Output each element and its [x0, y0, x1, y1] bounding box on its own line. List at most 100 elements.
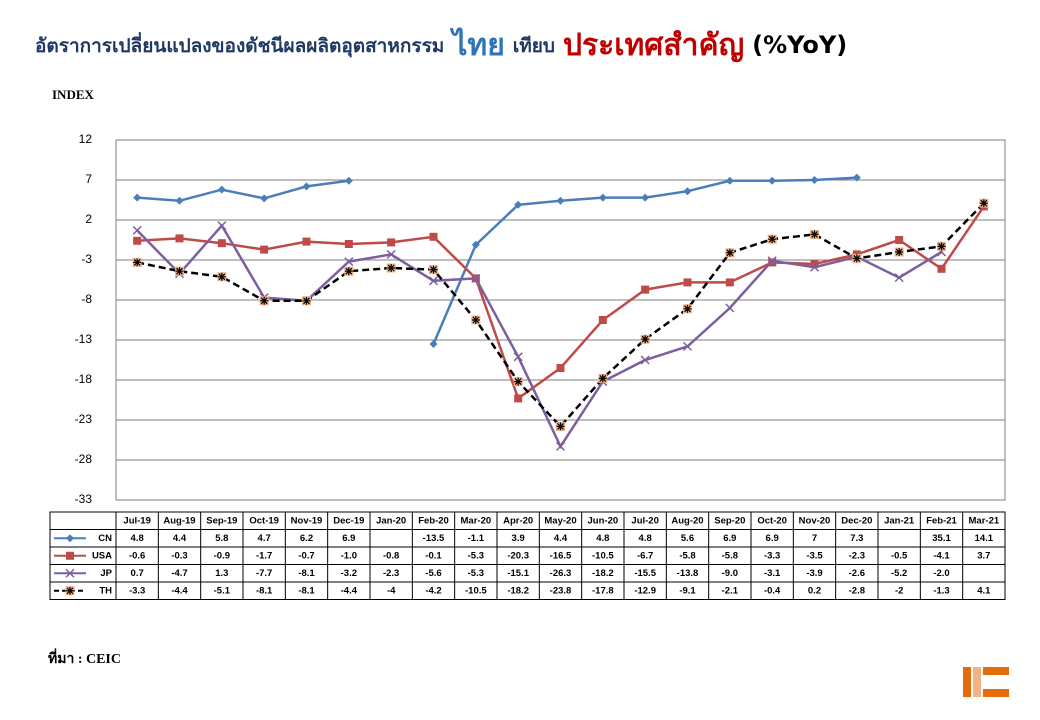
table-value: -5.1 [214, 585, 231, 596]
title-part: อัตราการเปลี่ยนแปลงของดัชนีผลผลิตอุตสาหก… [35, 32, 444, 58]
table-header: Nov-20 [799, 515, 831, 526]
table-value: -13.5 [423, 533, 445, 544]
marker [894, 247, 904, 257]
marker [598, 373, 608, 383]
table-value: -0.9 [214, 550, 230, 561]
table-header: Nov-19 [291, 515, 323, 526]
y-tick-label: 12 [79, 132, 93, 146]
table-header: Feb-21 [926, 515, 957, 526]
title-part: (%YoY) [752, 31, 847, 59]
table-value: 6.2 [300, 533, 313, 544]
marker [302, 237, 311, 246]
marker-star [895, 248, 904, 256]
marker [641, 285, 650, 294]
table-value: 3.7 [977, 550, 990, 561]
table-value: -2.6 [849, 568, 865, 579]
marker [260, 194, 269, 203]
table-value: 6.9 [723, 533, 736, 544]
marker [259, 296, 269, 306]
table-header: Oct-19 [249, 515, 279, 526]
marker [217, 185, 226, 194]
marker [175, 234, 184, 243]
table-value: 1.3 [215, 568, 228, 579]
table-value: -5.3 [468, 568, 484, 579]
marker [65, 568, 75, 578]
table-value: -2.1 [722, 585, 739, 596]
table-value: -4.7 [171, 568, 187, 579]
table-value: -5.8 [722, 550, 738, 561]
marker-star [937, 242, 946, 251]
marker [386, 263, 396, 273]
table-value: -3.3 [129, 585, 145, 596]
marker [217, 221, 227, 231]
marker [980, 119, 988, 127]
marker [132, 257, 142, 267]
table-header: Apr-20 [503, 515, 533, 526]
table-value: -3.1 [764, 568, 781, 579]
table-value: 6.9 [766, 533, 779, 544]
table-value: -4 [387, 585, 396, 596]
table-value: -9.1 [679, 585, 696, 596]
marker [767, 234, 777, 244]
plot-series [132, 119, 989, 451]
table-value: -5.8 [679, 550, 695, 561]
marker [725, 303, 735, 313]
series-line [136, 223, 943, 449]
table-value: -1.0 [341, 550, 357, 561]
marker [852, 173, 861, 182]
marker [640, 334, 650, 344]
table-value: -0.7 [298, 550, 314, 561]
title-part: ประเทศสำคัญ [563, 28, 744, 63]
table-value: -10.5 [592, 550, 614, 561]
marker [344, 176, 353, 185]
marker [598, 193, 607, 202]
marker [386, 249, 396, 259]
marker [302, 296, 311, 306]
table-value: -10.5 [465, 585, 487, 596]
marker [809, 262, 820, 272]
table-header: May-20 [544, 515, 576, 526]
series-line [136, 202, 985, 429]
marker-star [725, 248, 734, 257]
table-value: 6.9 [342, 533, 355, 544]
marker [556, 196, 565, 205]
marker [428, 276, 439, 286]
marker [344, 266, 354, 276]
table-value: -16.5 [550, 550, 572, 561]
logo [963, 667, 1009, 697]
table-value: 4.1 [977, 585, 991, 596]
table-value: -4.2 [425, 585, 441, 596]
marker-star [683, 304, 692, 313]
marker [66, 551, 74, 560]
table-header: Mar-21 [969, 515, 1000, 526]
table-value: -3.9 [806, 568, 822, 579]
marker [894, 273, 904, 283]
marker [471, 240, 480, 249]
table-value: -5.6 [425, 568, 441, 579]
marker [302, 182, 311, 191]
table-value: -4.4 [171, 585, 188, 596]
marker [429, 340, 438, 348]
table-value: -2 [895, 585, 903, 596]
y-tick-label: -33 [75, 492, 93, 506]
table-value: -23.8 [550, 585, 572, 596]
marker [852, 253, 862, 263]
marker [133, 193, 142, 202]
marker [725, 176, 734, 185]
marker-star [514, 377, 523, 386]
legend-label: JP [100, 568, 112, 579]
marker-star [641, 335, 650, 344]
marker [683, 278, 692, 287]
table-header: Feb-20 [418, 515, 449, 526]
table-value: -18.2 [507, 585, 529, 596]
y-tick-label: -28 [75, 452, 93, 466]
table-value: -0.3 [171, 550, 187, 561]
marker [555, 441, 566, 451]
source: ที่มา : CEIC [48, 648, 121, 667]
table-value: -6.7 [637, 550, 653, 561]
table-value: -26.3 [550, 568, 572, 579]
table-header: Aug-20 [671, 515, 703, 526]
table-value: -5.2 [891, 568, 907, 579]
